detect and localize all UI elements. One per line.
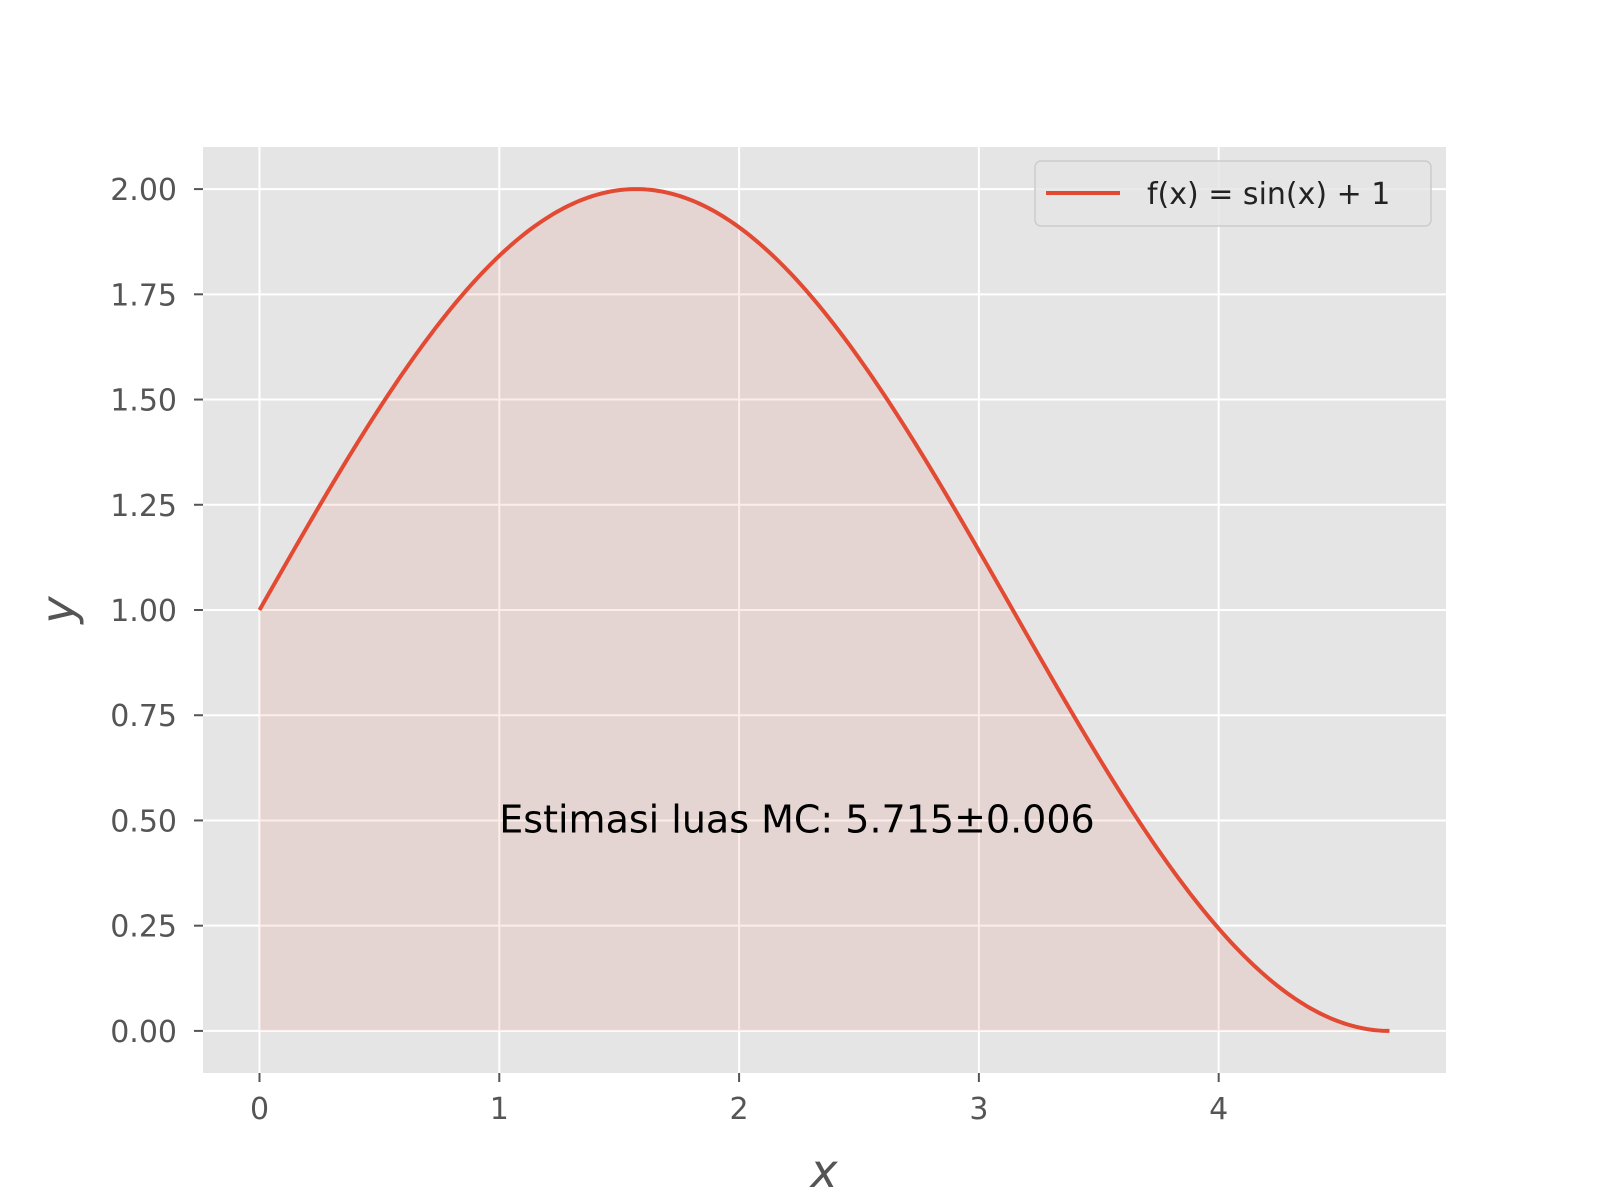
y-axis-label: y (31, 596, 85, 626)
x-tick-label: 4 (1209, 1092, 1228, 1127)
x-tick-labels: 0 1 2 3 4 (250, 1092, 1228, 1127)
y-tick-label: 0.75 (110, 699, 177, 734)
series-line-layer (257, 187, 1390, 1033)
legend: f(x) = sin(x) + 1 (1034, 160, 1432, 227)
series-line (257, 187, 1390, 1033)
x-tick-label: 1 (490, 1092, 509, 1127)
area-fill-layer (259, 189, 1390, 1031)
grid-lines (203, 147, 1446, 1073)
area-under-curve (259, 189, 1390, 1031)
y-tick-label: 1.25 (110, 489, 177, 524)
x-tick-label: 0 (250, 1092, 269, 1127)
x-tick-label: 3 (969, 1092, 988, 1127)
legend-box (1034, 160, 1432, 227)
y-tick-label: 2.00 (110, 173, 177, 208)
y-tick-label: 1.00 (110, 594, 177, 629)
y-tick-label: 1.75 (110, 278, 177, 313)
y-tick-label: 0.25 (110, 910, 177, 945)
y-tick-label: 0.50 (110, 804, 177, 839)
x-tick-label: 2 (730, 1092, 749, 1127)
y-tick-label: 0.00 (110, 1015, 177, 1050)
y-tick-label: 1.50 (110, 384, 177, 419)
y-tick-labels: 0.00 0.25 0.50 0.75 1.00 1.25 1.50 1.75 2.00 (110, 173, 177, 1050)
annotation-text: Estimasi luas MC: 5.715±0.006 (499, 797, 1094, 841)
tick-marks-layer (194, 188, 1220, 1082)
x-axis-label: x (808, 1144, 838, 1198)
legend-entry-label: f(x) = sin(x) + 1 (1147, 177, 1390, 212)
